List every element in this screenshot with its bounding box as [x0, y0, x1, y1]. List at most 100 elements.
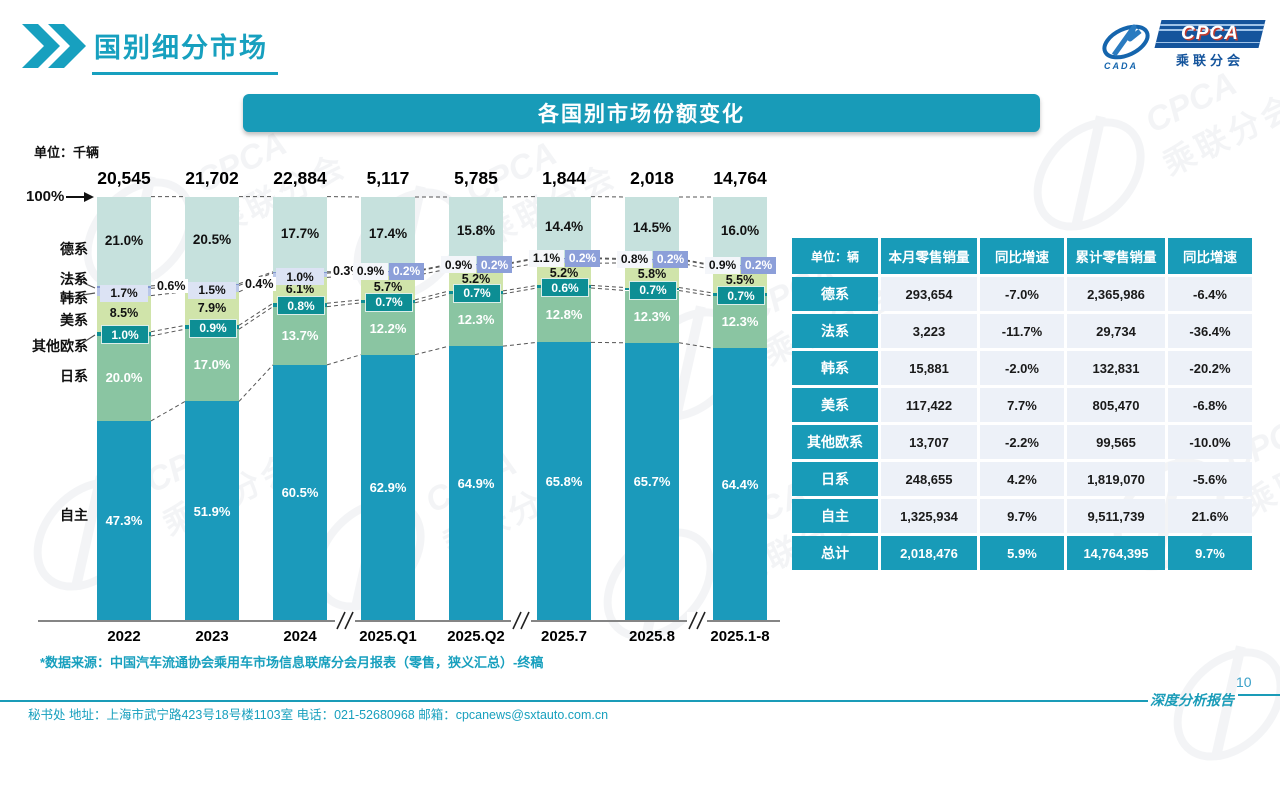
bar-total-label: 14,764 [696, 168, 784, 189]
segment-label-自主: 64.9% [449, 476, 503, 491]
svg-text:CPCA: CPCA [1139, 64, 1242, 140]
segment-label-日系: 13.7% [273, 328, 327, 343]
segment-label-韩系: 1.7% [100, 285, 148, 302]
table-row-label: 自主 [792, 499, 878, 533]
segment-label-韩系: 1.0% [276, 268, 324, 285]
bar-total-label: 1,844 [520, 168, 608, 189]
legend-category-label: 韩系 [0, 288, 88, 308]
table-cell: 248,655 [881, 462, 977, 496]
table-cell: -2.2% [980, 425, 1064, 459]
source-note: *数据来源：中国汽车流通协会乘用车市场信息联席分会月报表（零售，狭义汇总）-终稿 [40, 652, 543, 671]
segment-label-法系: 0.2% [741, 257, 776, 274]
table-total-label: 总计 [792, 536, 878, 570]
segment-label-韩系: 1.1% [529, 250, 564, 267]
segment-label-韩系: 0.9% [353, 263, 388, 280]
segment-label-自主: 65.7% [625, 474, 679, 489]
segment-label-法系: 0.6% [155, 279, 188, 293]
table-total-cell: 2,018,476 [881, 536, 977, 570]
bar-total-label: 5,785 [432, 168, 520, 189]
segment-label-其他欧系: 0.6% [541, 278, 589, 297]
table-cell: 4.2% [980, 462, 1064, 496]
cpca-text: CPCA [1181, 23, 1239, 45]
segment-label-自主: 65.8% [537, 474, 591, 489]
segment-label-美系: 5.8% [625, 267, 679, 281]
slide: CPCA乘联分会CPCA乘联分会CPCA乘联分会CPCA乘联分会CPCA乘联分会… [0, 0, 1280, 718]
bar-total-label: 20,545 [80, 168, 168, 189]
table-row-label: 美系 [792, 388, 878, 422]
table-cell: -36.4% [1168, 314, 1252, 348]
segment-label-自主: 47.3% [97, 513, 151, 528]
segment-label-美系: 5.5% [713, 273, 767, 287]
footer-report-type: 深度分析报告 [1150, 690, 1234, 710]
table-cell: -11.7% [980, 314, 1064, 348]
segment-label-日系: 12.2% [361, 321, 415, 336]
segment-label-德系: 17.4% [361, 226, 415, 241]
table-cell: 21.6% [1168, 499, 1252, 533]
segment-label-其他欧系: 0.9% [189, 319, 237, 338]
segment-label-自主: 62.9% [361, 480, 415, 495]
slide-header: 国别细分市场 [22, 24, 278, 75]
svg-text:乘联分会: 乘联分会 [1157, 87, 1280, 182]
legend-category-label: 德系 [0, 239, 88, 259]
table-cell: -20.2% [1168, 351, 1252, 385]
table-cell: 1,325,934 [881, 499, 977, 533]
segment-label-日系: 20.0% [97, 370, 151, 385]
x-axis-label: 2023 [164, 628, 260, 645]
segment-label-其他欧系: 0.7% [717, 286, 765, 305]
table-cell: 9.7% [980, 499, 1064, 533]
segment-label-韩系: 0.8% [617, 251, 652, 268]
segment-label-美系: 8.5% [97, 306, 151, 320]
segment-label-德系: 15.8% [449, 223, 503, 238]
table-cell: 99,565 [1067, 425, 1165, 459]
segment-label-其他欧系: 0.8% [277, 296, 325, 315]
segment-label-德系: 21.0% [97, 233, 151, 248]
segment-label-其他欧系: 0.7% [365, 293, 413, 312]
segment-label-韩系: 0.9% [705, 257, 740, 274]
table-row-label: 韩系 [792, 351, 878, 385]
segment-label-日系: 12.3% [449, 312, 503, 327]
table-cell: 117,422 [881, 388, 977, 422]
segment-label-日系: 17.0% [185, 357, 239, 372]
legend-category-label: 其他欧系 [0, 336, 88, 356]
bar-total-label: 2,018 [608, 168, 696, 189]
segment-label-法系: 0.4% [243, 277, 276, 291]
page-number: 10 [1236, 674, 1252, 690]
segment-label-美系: 5.2% [449, 272, 503, 286]
table-total-cell: 5.9% [980, 536, 1064, 570]
table-cell: -6.4% [1168, 277, 1252, 311]
table-cell: -2.0% [980, 351, 1064, 385]
legend-category-label: 日系 [0, 366, 88, 386]
table-row-label: 日系 [792, 462, 878, 496]
y-axis-100-label: 100% [26, 188, 64, 205]
segment-label-德系: 14.4% [537, 219, 591, 234]
table-unit-header: 单位：辆 [792, 238, 878, 274]
segment-label-美系: 7.9% [185, 301, 239, 315]
table-cell: 15,881 [881, 351, 977, 385]
x-axis-line [38, 620, 780, 622]
cpca-subtitle: 乘联分会 [1176, 50, 1244, 69]
chart-title: 各国别市场份额变化 [538, 98, 745, 128]
segment-label-其他欧系: 1.0% [101, 325, 149, 344]
table-row-label: 其他欧系 [792, 425, 878, 459]
table-cell: 1,819,070 [1067, 462, 1165, 496]
cada-label: CADA [1104, 61, 1138, 71]
cpca-wordmark: CPCA [1155, 20, 1266, 48]
x-axis-label: 2024 [252, 628, 348, 645]
segment-label-韩系: 0.9% [441, 256, 476, 273]
x-axis-label: 2022 [76, 628, 172, 645]
table-cell: -5.6% [1168, 462, 1252, 496]
table-cell: 3,223 [881, 314, 977, 348]
segment-label-美系: 5.2% [537, 266, 591, 280]
segment-label-法系: 0.2% [565, 250, 600, 267]
segment-label-法系: 0.2% [477, 256, 512, 273]
segment-label-自主: 51.9% [185, 504, 239, 519]
segment-label-美系: 5.7% [361, 280, 415, 294]
table-cell: 29,734 [1067, 314, 1165, 348]
cpca-logo-ellipse-icon: CADA [1100, 21, 1152, 67]
segment-label-日系: 12.3% [625, 309, 679, 324]
bar-total-label: 21,702 [168, 168, 256, 189]
table-row-label: 法系 [792, 314, 878, 348]
table-total-cell: 14,764,395 [1067, 536, 1165, 570]
segment-label-德系: 14.5% [625, 220, 679, 235]
